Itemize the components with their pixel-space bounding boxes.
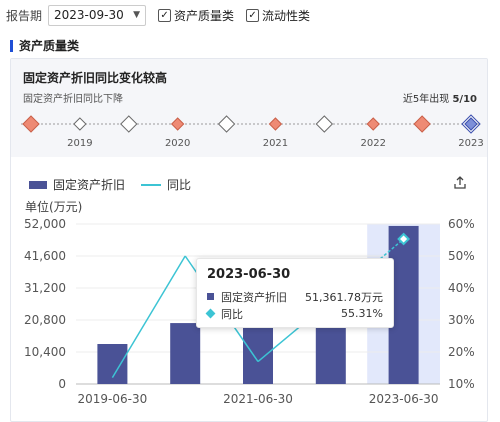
bar-2019-06-30[interactable] (97, 344, 128, 384)
timeline-marker[interactable] (120, 115, 138, 133)
card-subtitle: 固定资产折旧同比下降 (23, 94, 123, 105)
timeline-year-label: 2023 (458, 138, 483, 149)
checkmark-icon: ✓ (246, 8, 260, 22)
chart-unit-label: 单位(万元) (25, 200, 83, 214)
section-accent-bar (10, 39, 13, 52)
x-tick-label: 2023-06-30 (369, 392, 439, 406)
timeline-marker[interactable] (217, 115, 236, 133)
period-select[interactable]: 2023-09-30 ▼ (48, 4, 147, 26)
tooltip-bar-row: 固定资产折旧 51,361.78万元 (207, 288, 383, 305)
liquidity-label: 流动性类 (262, 8, 311, 23)
section-title-text: 资产质量类 (19, 39, 80, 53)
liquidity-checkbox[interactable]: ✓ 流动性类 (246, 7, 310, 24)
period-value: 2023-09-30 (54, 8, 124, 22)
y-left-tick-label: 20,800 (24, 313, 66, 327)
filter-bar: 报告期 2023-09-30 ▼ ✓ 资产质量类 ✓ 流动性类 (6, 4, 310, 26)
timeline-marker[interactable] (73, 117, 87, 131)
y-right-tick-label: 40% (448, 281, 475, 295)
y-right-tick-label: 50% (448, 249, 475, 263)
occurrence-value: 5/10 (452, 94, 477, 105)
timeline: 2019 2020 2021 2022 2023 (21, 114, 484, 149)
y-left-tick-label: 0 (58, 377, 66, 391)
x-tick-label: 2019-06-30 (78, 392, 148, 406)
bar-2020-06-30[interactable] (170, 323, 201, 384)
line-point-2023-06-30[interactable] (397, 232, 411, 246)
tooltip-date: 2023-06-30 (207, 267, 291, 282)
y-left-tick-label: 31,200 (24, 281, 66, 295)
y-right-tick-label: 20% (448, 345, 475, 359)
timeline-year-label: 2020 (165, 138, 190, 149)
legend-line-swatch[interactable] (141, 183, 162, 186)
asset-quality-label: 资产质量类 (174, 8, 235, 23)
timeline-year-label: 2021 (263, 138, 288, 149)
timeline-marker-selected-ring (461, 114, 481, 134)
occurrence-prefix: 近5年出现 (402, 94, 450, 105)
tooltip-line-name: 同比 (221, 307, 243, 321)
tooltip-bar-name: 固定资产折旧 (221, 290, 287, 304)
chart-legend: 固定资产折旧 同比 (29, 176, 191, 193)
chevron-down-icon: ▼ (133, 10, 141, 20)
occurrence-count: 近5年出现 5/10 (403, 90, 477, 105)
timeline-marker[interactable] (315, 115, 334, 133)
section-title: 资产质量类 (10, 37, 79, 54)
x-tick-label: 2021-06-30 (223, 392, 293, 406)
indicator-card: 固定资产折旧同比变化较高 固定资产折旧同比下降 近5年出现 5/10 2019 2… (10, 58, 488, 422)
timeline-year-label: 2019 (67, 138, 92, 149)
timeline-year-label: 2022 (360, 138, 385, 149)
asset-quality-checkbox[interactable]: ✓ 资产质量类 (158, 7, 234, 24)
timeline-marker[interactable] (22, 115, 40, 133)
legend-bar-swatch[interactable] (29, 180, 47, 189)
line-segment (111, 255, 186, 378)
chart-tooltip: 2023-06-30 固定资产折旧 51,361.78万元 同比 55.31% (196, 258, 394, 328)
timeline-marker[interactable] (268, 117, 283, 131)
tooltip-line-row: 同比 55.31% (205, 305, 383, 322)
y-left-tick-label: 41,600 (24, 249, 66, 263)
square-marker-icon (207, 293, 214, 300)
tooltip-line-value: 55.31% (341, 307, 383, 320)
legend-bar-label[interactable]: 固定资产折旧 (53, 178, 126, 192)
timeline-marker[interactable] (170, 117, 185, 131)
y-right-tick-label: 10% (448, 377, 475, 391)
period-label: 报告期 (6, 8, 43, 23)
legend-line-label[interactable]: 同比 (167, 178, 192, 192)
timeline-marker[interactable] (366, 117, 380, 131)
checkmark-icon: ✓ (158, 8, 172, 22)
card-header: 固定资产折旧同比变化较高 固定资产折旧同比下降 近5年出现 5/10 2019 2… (11, 59, 487, 157)
tooltip-bar-value: 51,361.78万元 (305, 290, 383, 304)
timeline-marker[interactable] (413, 115, 431, 133)
y-right-tick-label: 30% (448, 313, 475, 327)
y-left-tick-label: 52,000 (24, 217, 66, 231)
card-title: 固定资产折旧同比变化较高 (23, 71, 168, 85)
export-icon[interactable] (453, 176, 467, 190)
diamond-marker-icon (205, 308, 216, 319)
y-right-tick-label: 60% (448, 217, 475, 231)
timeline-marker[interactable] (464, 117, 478, 131)
y-left-tick-label: 10,400 (24, 345, 66, 359)
